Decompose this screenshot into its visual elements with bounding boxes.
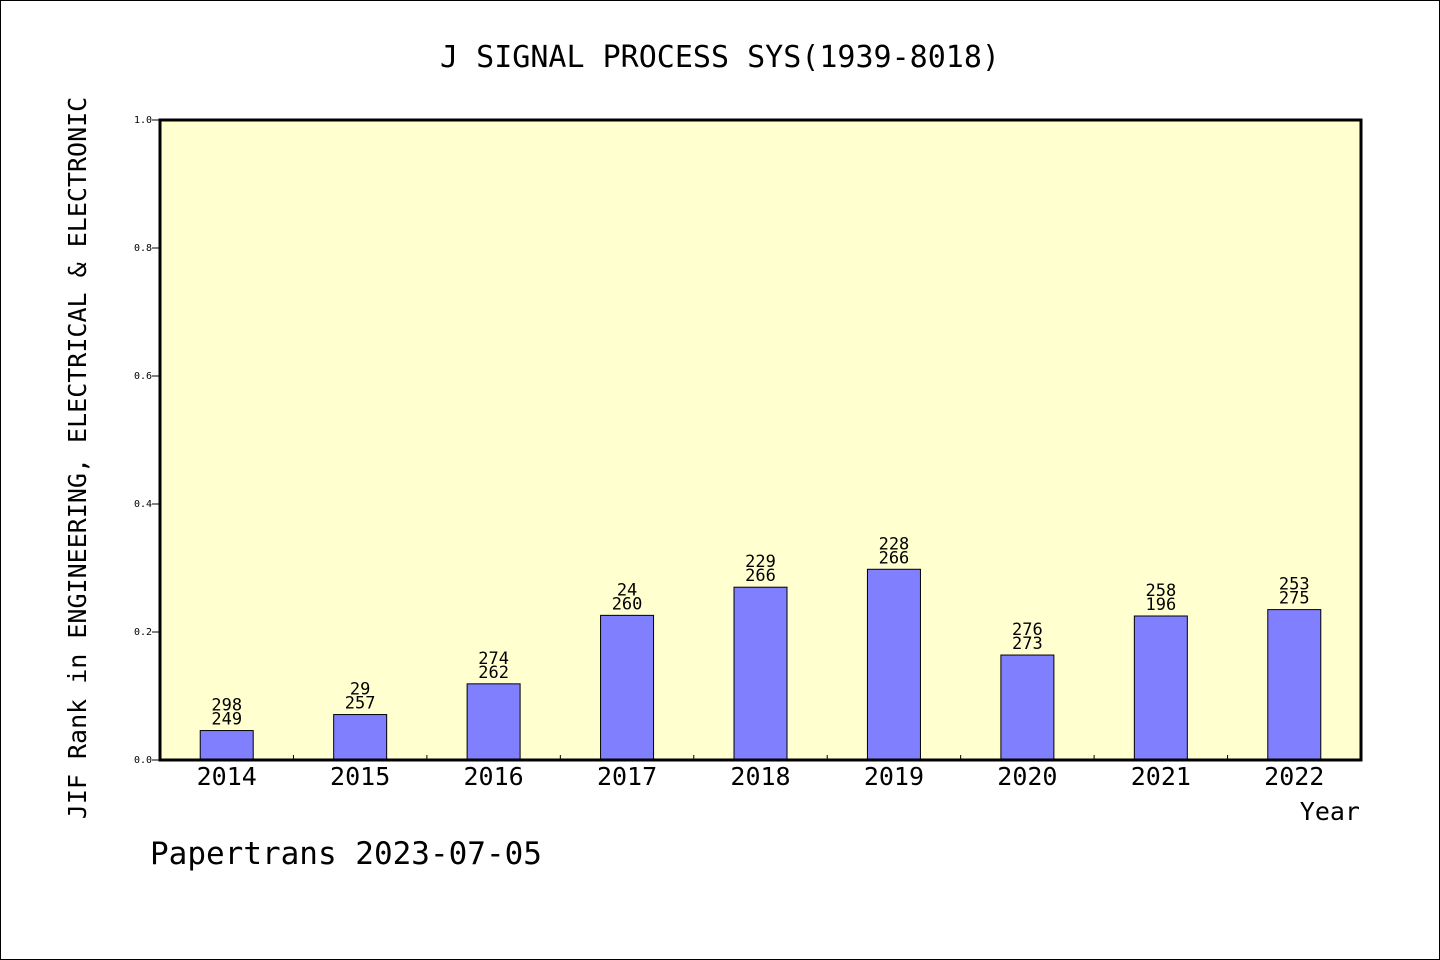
y-tick-label: 0.2 (134, 627, 152, 638)
data-labels: 2982492925727426224260229266228266276273… (211, 534, 1309, 729)
bar-label-bottom: 273 (1012, 634, 1043, 654)
x-tick-label: 2015 (330, 762, 390, 791)
bar-2014 (199, 730, 254, 761)
bar-label-bottom: 262 (478, 663, 509, 683)
bar-label-bottom: 266 (745, 566, 776, 586)
y-axis-label: JIF Rank in ENGINEERING, ELECTRICAL & EL… (63, 97, 92, 819)
bar-2017 (600, 614, 655, 761)
bar-2019 (866, 568, 921, 761)
x-tick-label: 2021 (1131, 762, 1191, 791)
bar-label-bottom: 249 (211, 710, 242, 730)
bar-series (199, 568, 1322, 761)
x-tick-label: 2016 (464, 762, 524, 791)
bar-label-bottom: 196 (1145, 595, 1176, 615)
x-tick-label: 2017 (597, 762, 657, 791)
bar-label-bottom: 266 (879, 548, 910, 568)
footer-credit: Papertrans 2023-07-05 (150, 836, 542, 872)
bar-label-top: 298 (211, 696, 242, 716)
x-tick-label: 2022 (1264, 762, 1324, 791)
bar-label-top: 29 (350, 680, 370, 700)
x-tick-label: 2019 (864, 762, 924, 791)
x-axis: 2014 2015 2016 2017 2018 2019 2020 2021 2022 (197, 755, 1324, 791)
bar-label-top: 229 (745, 552, 776, 572)
plot-frame (158, 118, 1363, 762)
bar-2018 (733, 586, 788, 761)
chart-title: J SIGNAL PROCESS SYS(1939-8018) (440, 40, 1000, 75)
x-tick-label: 2020 (997, 762, 1057, 791)
bar-label-bottom: 275 (1279, 589, 1310, 609)
bar-label-top: 228 (879, 534, 910, 554)
bar-label-top: 24 (617, 580, 637, 600)
y-tick-label: 0.0 (134, 755, 152, 766)
y-tick-label: 1.0 (134, 115, 152, 126)
bar-label-top: 274 (478, 649, 509, 669)
y-tick-label: 0.6 (134, 371, 152, 382)
bar-2021 (1133, 615, 1188, 761)
y-tick-label: 0.8 (134, 243, 152, 254)
y-tick-label: 0.4 (134, 499, 152, 510)
bar-2022 (1267, 609, 1322, 761)
bar-label-top: 258 (1145, 581, 1176, 601)
x-tick-label: 2014 (197, 762, 257, 791)
bar-2015 (333, 714, 388, 761)
x-axis-label: Year (1300, 797, 1360, 826)
bar-label-top: 276 (1012, 620, 1043, 640)
bar-label-bottom: 260 (612, 594, 643, 614)
bar-2020 (1000, 654, 1055, 761)
bar-2016 (466, 683, 521, 761)
bar-label-top: 253 (1279, 575, 1310, 595)
x-tick-label: 2018 (730, 762, 790, 791)
bar-label-bottom: 257 (345, 694, 376, 714)
